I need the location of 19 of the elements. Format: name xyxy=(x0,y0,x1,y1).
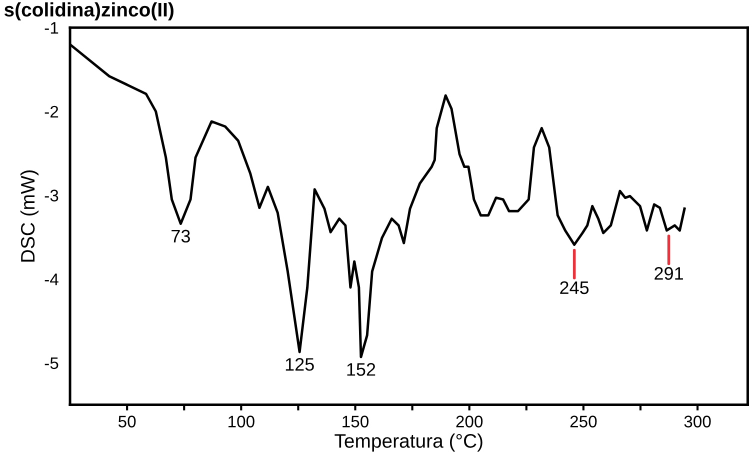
y-tick-label: -2 xyxy=(44,106,58,118)
x-axis-title: Temperatura (°C) xyxy=(334,434,482,452)
y-tick-label: -3 xyxy=(44,190,58,202)
x-tick-label: 300 xyxy=(684,416,711,428)
annotation: 152 xyxy=(347,363,376,376)
x-tick-label: 250 xyxy=(570,416,597,428)
annotation: 125 xyxy=(286,358,314,371)
x-tick-label: 200 xyxy=(456,416,483,428)
y-tick-label: -1 xyxy=(44,22,58,34)
x-tick-label: 50 xyxy=(118,416,136,428)
y-tick-label: -5 xyxy=(44,357,58,370)
chart-title: s(colidina)zinco(II) xyxy=(4,2,174,20)
y-axis-title: DSC (mW) xyxy=(20,170,39,262)
annotation: 245 xyxy=(560,281,589,294)
annotation: 73 xyxy=(172,230,190,243)
annotation: 291 xyxy=(654,267,683,280)
y-tick-label: -4 xyxy=(44,274,58,286)
x-tick-label: 150 xyxy=(342,416,369,428)
x-tick-label: 100 xyxy=(228,416,254,428)
